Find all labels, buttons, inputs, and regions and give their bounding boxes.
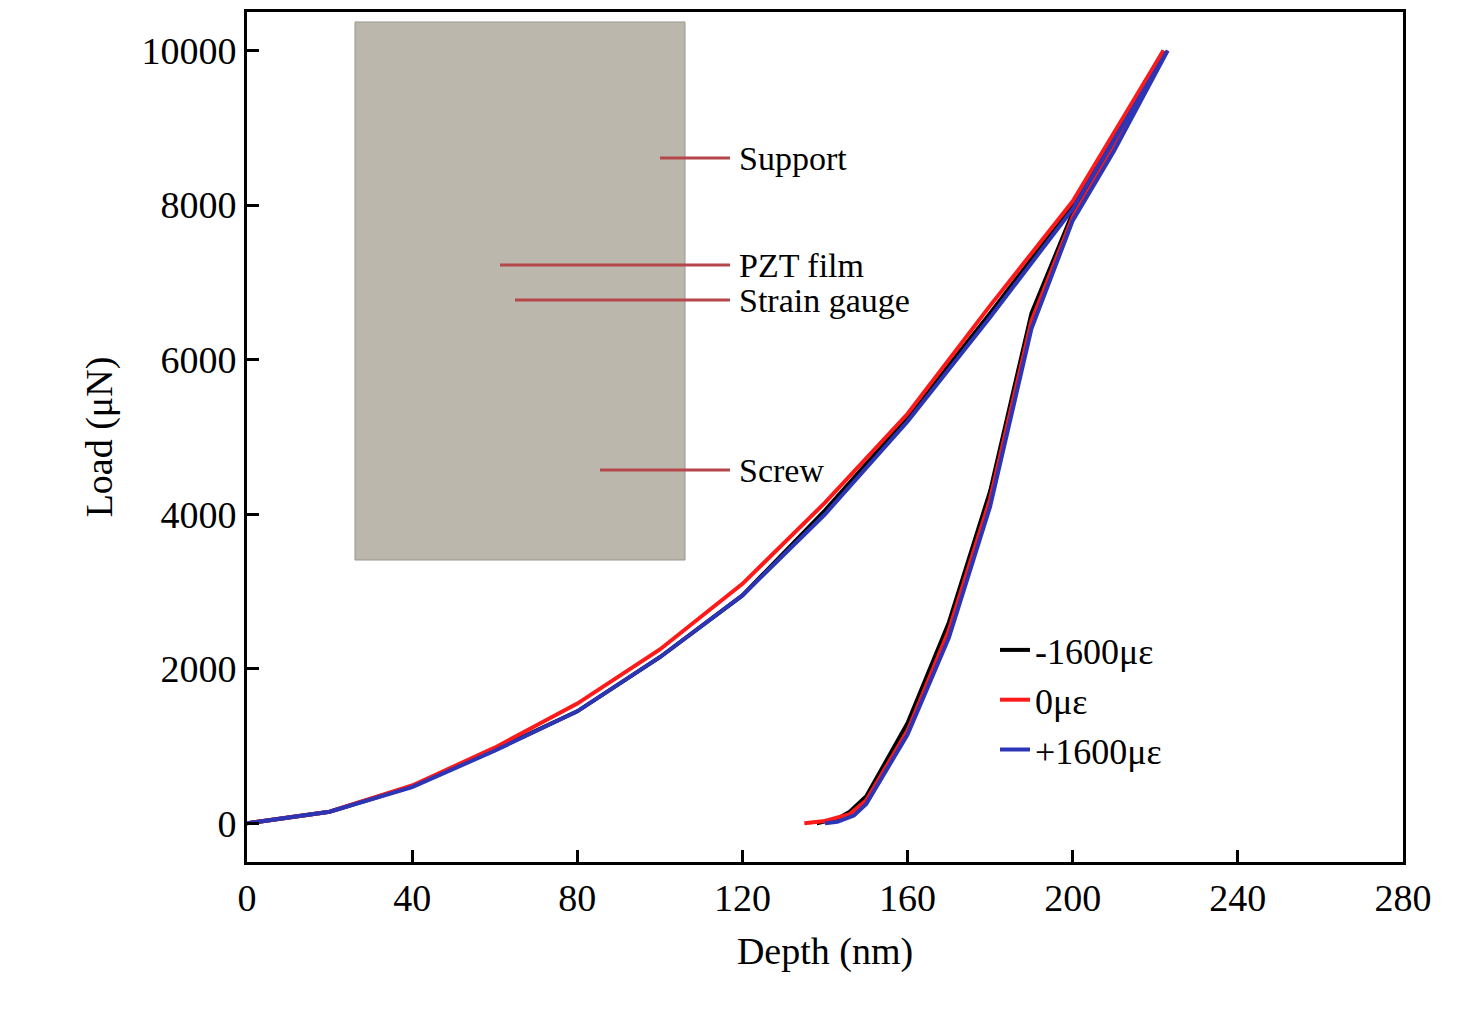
svg-text:160: 160 — [879, 877, 936, 919]
svg-text:40: 40 — [393, 877, 431, 919]
svg-text:8000: 8000 — [160, 184, 236, 226]
svg-text:0: 0 — [238, 877, 257, 919]
svg-text:0με: 0με — [1035, 682, 1087, 722]
svg-text:4000: 4000 — [160, 494, 236, 536]
svg-text:280: 280 — [1375, 877, 1432, 919]
svg-text:Support: Support — [739, 140, 847, 177]
svg-text:0: 0 — [217, 803, 236, 845]
svg-text:6000: 6000 — [160, 339, 236, 381]
svg-text:2000: 2000 — [160, 648, 236, 690]
svg-text:10000: 10000 — [141, 30, 236, 72]
svg-text:240: 240 — [1209, 877, 1266, 919]
svg-text:PZT film: PZT film — [739, 247, 864, 284]
svg-text:-1600με: -1600με — [1035, 632, 1153, 672]
svg-text:Strain gauge: Strain gauge — [739, 282, 910, 319]
svg-text:Screw: Screw — [739, 452, 824, 489]
svg-text:+1600με: +1600με — [1035, 732, 1162, 772]
svg-text:120: 120 — [714, 877, 771, 919]
svg-text:Load (μN): Load (μN) — [78, 357, 121, 518]
svg-text:80: 80 — [558, 877, 596, 919]
svg-text:Depth (nm): Depth (nm) — [737, 930, 913, 973]
svg-text:200: 200 — [1044, 877, 1101, 919]
